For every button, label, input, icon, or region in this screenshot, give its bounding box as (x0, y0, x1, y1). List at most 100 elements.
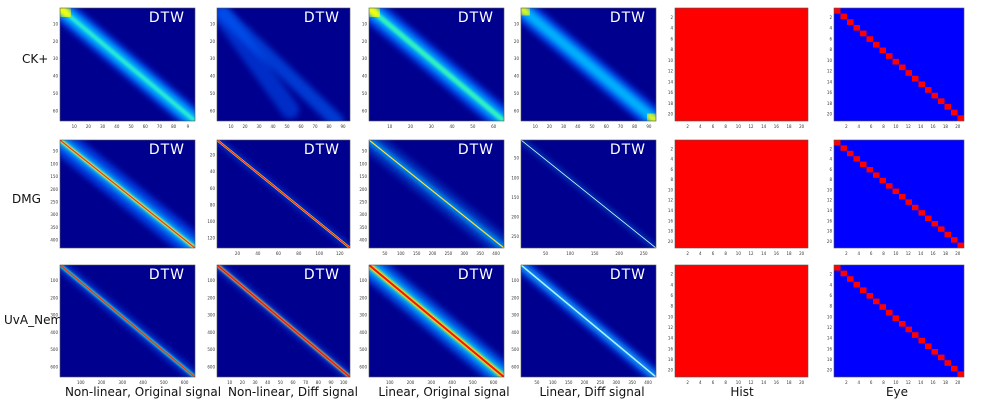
dtw-label: DTW (303, 142, 340, 158)
tick-label: 12 (668, 198, 674, 203)
ck-linear-original: 10 20 30 40 50 60 10 20 30 40 50 60 DTW (362, 7, 505, 129)
tick-label: 4 (829, 26, 832, 31)
tick-label: 2 (686, 251, 689, 256)
eye-diagonal-cell (918, 81, 925, 88)
tick-label: 40 (53, 74, 59, 79)
tick-label: 350 (628, 380, 636, 385)
x-tick-labels: 10 20 30 40 50 60 (387, 124, 496, 129)
tick-label: 4 (670, 26, 673, 31)
tick-label: 200 (615, 251, 623, 256)
tick-label: 20 (799, 124, 805, 129)
tick-label: 16 (827, 90, 833, 95)
tick-label: 18 (827, 229, 833, 234)
tick-label: 250 (445, 251, 453, 256)
tick-label: 10 (387, 124, 393, 129)
tick-label: 60 (290, 380, 296, 385)
ck-hist-plot: 2 4 6 8 10 12 14 16 18 20 2 4 6 8 10 12 14 16 18 20 (668, 7, 809, 129)
eye-diagonal-cell (886, 53, 893, 59)
tick-label: 400 (50, 330, 58, 335)
tick-label: 4 (829, 157, 832, 162)
eye-diagonal-cell (918, 210, 925, 216)
y-tick-labels: 10 20 30 40 50 60 (53, 21, 59, 113)
tick-label: 16 (668, 218, 674, 223)
tick-label: 500 (160, 380, 168, 385)
plot-frame (368, 264, 505, 378)
tick-label: 40 (210, 74, 216, 79)
heatmap-band (521, 8, 656, 121)
uva-eye-plot: 2 4 6 8 10 12 14 16 18 20 2 4 6 8 10 12 14 16 18 20 (827, 264, 965, 385)
tick-label: 18 (786, 380, 792, 385)
uva-hist: 2 4 6 8 10 12 14 16 18 20 2 4 6 8 10 12 14 16 18 20 (668, 264, 809, 385)
heatmap-band (521, 140, 656, 248)
uva-nonlinear-original: 100 200 300 400 500 600 100 200 300 400 500 600 DTW (50, 264, 196, 385)
eye-diagonal-cell (853, 156, 860, 162)
plot-frame (674, 139, 809, 249)
hist-fill (675, 265, 808, 377)
tick-label: 50 (470, 124, 476, 129)
tick-label: 16 (774, 251, 780, 256)
tick-label: 6 (870, 124, 873, 129)
heatmap-band (369, 265, 504, 377)
tick-label: 18 (668, 229, 674, 234)
heatmap-band (60, 140, 195, 248)
tick-label: 10 (736, 124, 742, 129)
heatmap-band (60, 8, 74, 20)
tick-label: 200 (207, 295, 215, 300)
tick-label: 100 (207, 278, 215, 283)
x-tick-labels: 50 100 150 200 250 300 350 400 (534, 380, 652, 385)
tick-label: 80 (326, 124, 332, 129)
tick-label: 14 (761, 251, 767, 256)
tick-label: 50 (129, 124, 135, 129)
tick-label: 10 (668, 58, 674, 63)
dtw-label: DTW (303, 267, 340, 283)
eye-diagonal-cell (834, 140, 841, 146)
tick-label: 100 (359, 161, 367, 166)
tick-label: 50 (278, 380, 284, 385)
tick-label: 6 (712, 380, 715, 385)
tick-label: 10 (827, 187, 833, 192)
tick-label: 2 (845, 380, 848, 385)
tick-label: 2 (670, 272, 673, 277)
tick-label: 50 (514, 156, 520, 161)
tick-label: 100 (50, 278, 58, 283)
tick-label: 12 (748, 251, 754, 256)
tick-label: 100 (50, 161, 58, 166)
tick-label: 12 (748, 124, 754, 129)
uva-nonlinear-diff-plot: 10 20 30 40 50 60 70 80 90 100 100 200 300 400 500 600 (207, 264, 351, 385)
tick-label: 18 (943, 251, 949, 256)
tick-label: 80 (210, 202, 216, 207)
y-tick-labels: 2 4 6 8 10 12 14 16 18 20 (827, 272, 833, 373)
tick-label: 200 (50, 187, 58, 192)
tick-label: 200 (581, 380, 589, 385)
tick-label: 2 (845, 124, 848, 129)
y-tick-labels: 2 4 6 8 10 12 14 16 18 20 (827, 15, 833, 117)
tick-label: 18 (668, 357, 674, 362)
eye-diagonal-cell (951, 365, 958, 372)
tick-label: 20 (955, 251, 961, 256)
x-tick-labels: 2 4 6 8 10 12 14 16 18 20 (686, 380, 804, 385)
tick-label: 50 (534, 380, 540, 385)
tick-label: 600 (359, 364, 367, 369)
tick-label: 6 (870, 380, 873, 385)
heatmap-band (521, 8, 532, 18)
dtw-label: DTW (148, 10, 185, 26)
tick-label: 600 (511, 364, 519, 369)
eye-diagonal-cell (931, 349, 938, 355)
tick-label: 50 (590, 124, 596, 129)
y-tick-labels: 2 4 6 8 10 12 14 16 18 20 (668, 146, 674, 244)
tick-label: 200 (429, 251, 437, 256)
dmg-nonlinear-diff: 20 40 60 80 100 120 20 40 60 80 100 120 DTW (207, 139, 351, 256)
eye-diagonal-cell (912, 204, 919, 211)
uva-linear-diff-plot: 50 100 150 200 250 300 350 400 100 200 300 400 500 60… (511, 264, 657, 385)
y-tick-labels: 100 200 300 400 500 600 (359, 278, 367, 369)
tick-label: 10 (827, 58, 833, 63)
x-tick-labels: 50 100 150 200 250 300 350 400 (382, 251, 500, 256)
tick-label: 400 (359, 330, 367, 335)
eye-diagonal-cell (944, 104, 951, 110)
plot-frame (216, 139, 351, 249)
dtw-label: DTW (457, 142, 494, 158)
tick-label: 20 (210, 39, 216, 44)
tick-label: 4 (670, 157, 673, 162)
tick-label: 16 (774, 124, 780, 129)
tick-label: 30 (100, 124, 106, 129)
